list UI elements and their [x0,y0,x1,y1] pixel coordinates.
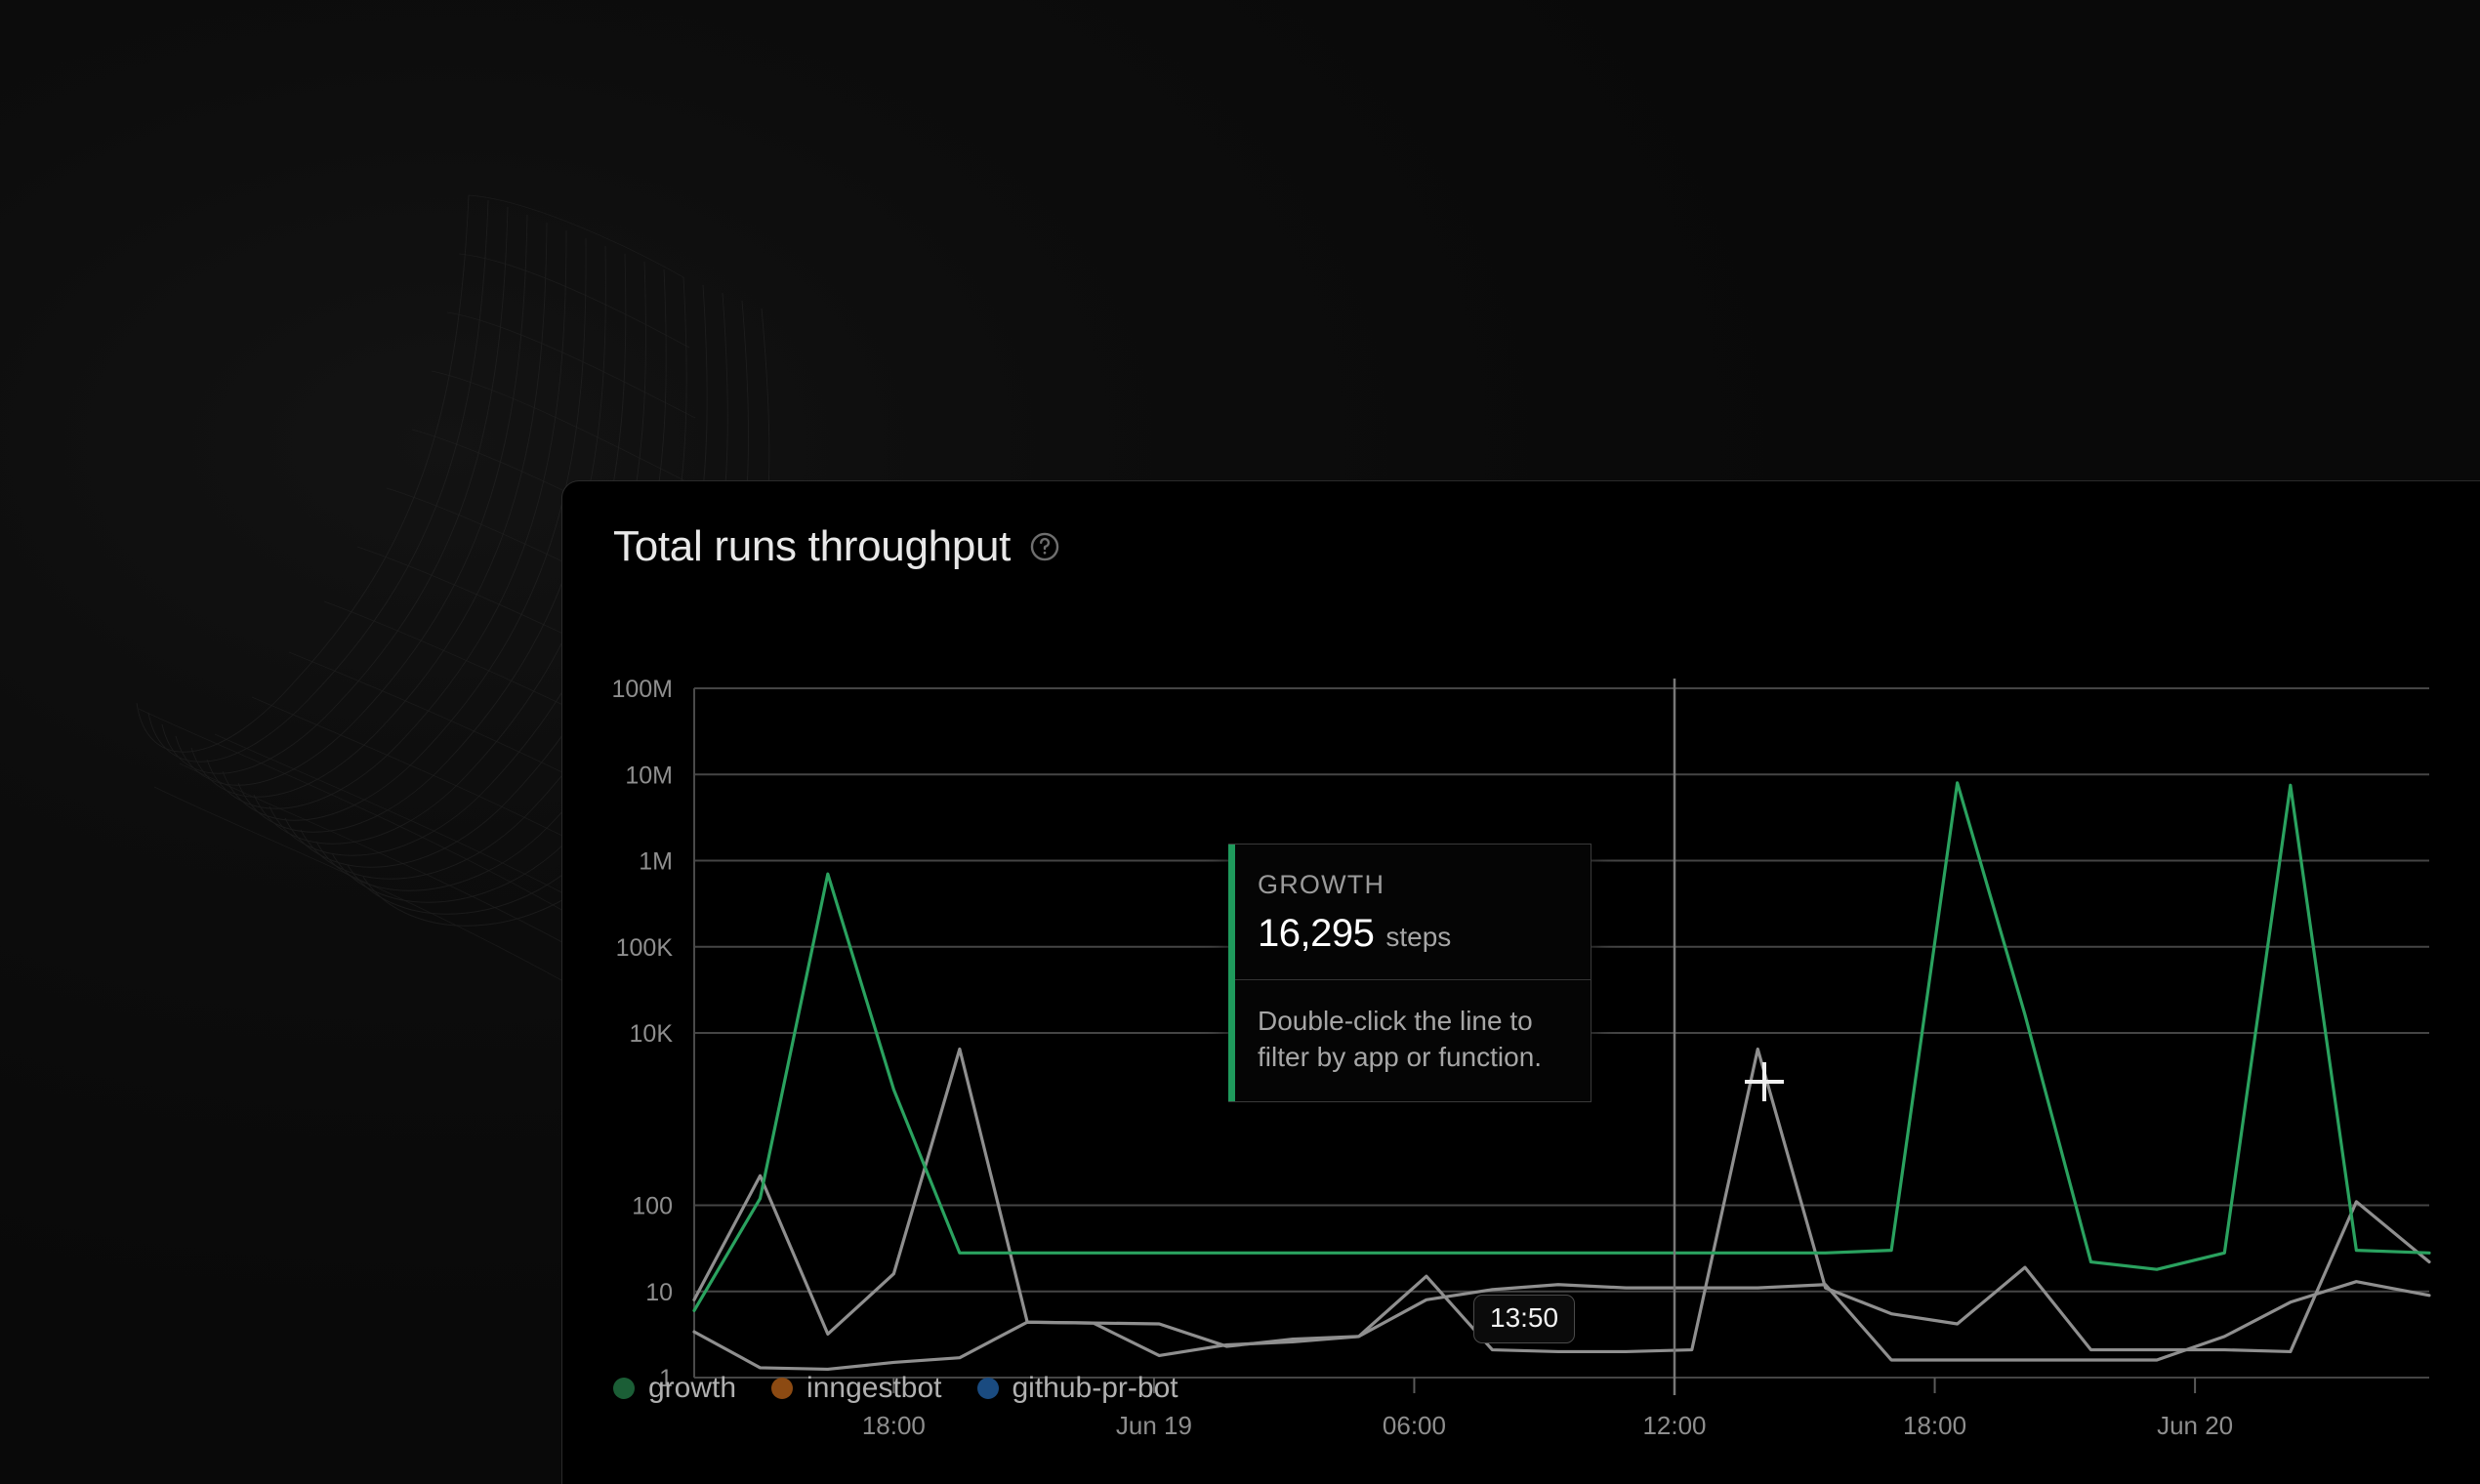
legend-label: inngestbot [806,1372,942,1404]
x-axis-tick-label: Jun 20 [2157,1411,2233,1440]
y-axis-tick-label: 1 [659,1365,673,1392]
legend-label: github-pr-bot [1012,1372,1178,1404]
x-axis-tick-label: 12:00 [1642,1411,1706,1440]
y-axis-tick-label: 10M [625,762,673,789]
legend-item-growth[interactable]: growth [613,1372,736,1405]
tooltip-body: GROWTH 16,295 steps [1228,845,1591,979]
question-circle-icon[interactable] [1028,530,1061,563]
legend-color-dot [976,1378,999,1399]
series-line-growth[interactable] [692,781,2431,1312]
y-axis-tick-label: 100K [616,934,674,962]
y-axis-tick-label: 10 [645,1279,673,1306]
page-title: Total runs throughput [613,522,1012,570]
x-axis-tick-label: Jun 19 [1116,1411,1192,1440]
tooltip-unit: steps [1385,922,1452,952]
x-axis-tick-label: 18:00 [862,1411,926,1440]
chart-legend: growth inngestbot github-pr-bot [613,1372,1178,1405]
legend-label: growth [648,1372,737,1404]
cursor-time-badge: 13:50 [1473,1295,1576,1343]
series-tooltip: GROWTH 16,295 steps Double-click the lin… [1228,844,1591,1102]
tooltip-hint-text: Double-click the line to filter by app o… [1258,1006,1543,1072]
legend-item-github-pr-bot[interactable]: github-pr-bot [976,1372,1178,1405]
tooltip-value: 16,295 [1258,912,1375,955]
series-line-github-pr-bot[interactable] [692,1280,2431,1372]
legend-item-inngestbot[interactable]: inngestbot [771,1372,942,1405]
legend-color-dot [613,1378,635,1399]
throughput-line-chart[interactable]: 100M 10M 1M 100K 10K 100 10 1 18:00 Jun 19 06:00 12… [562,481,2480,1484]
tooltip-series-label: GROWTH [1258,870,1385,899]
y-axis-tick-label: 100M [611,676,673,703]
tooltip-accent-bar [1228,845,1235,1101]
legend-color-dot [771,1378,794,1399]
series-line-inngestbot[interactable] [692,1047,2431,1354]
tooltip-divider [1228,979,1591,980]
y-axis-tick-label: 10K [630,1020,674,1048]
y-axis-tick-label: 1M [639,848,673,876]
chart-plot-area[interactable]: 100M 10M 1M 100K 10K 100 10 1 18:00 Jun 19 06:00 12… [562,481,2480,1484]
y-axis-tick-label: 100 [632,1193,673,1220]
tooltip-value-row: 16,295 steps [1258,912,1565,956]
x-axis-tick-label: 06:00 [1383,1411,1446,1440]
card-header: Total runs throughput [613,522,1061,571]
x-axis-tick-label: 18:00 [1903,1411,1966,1440]
